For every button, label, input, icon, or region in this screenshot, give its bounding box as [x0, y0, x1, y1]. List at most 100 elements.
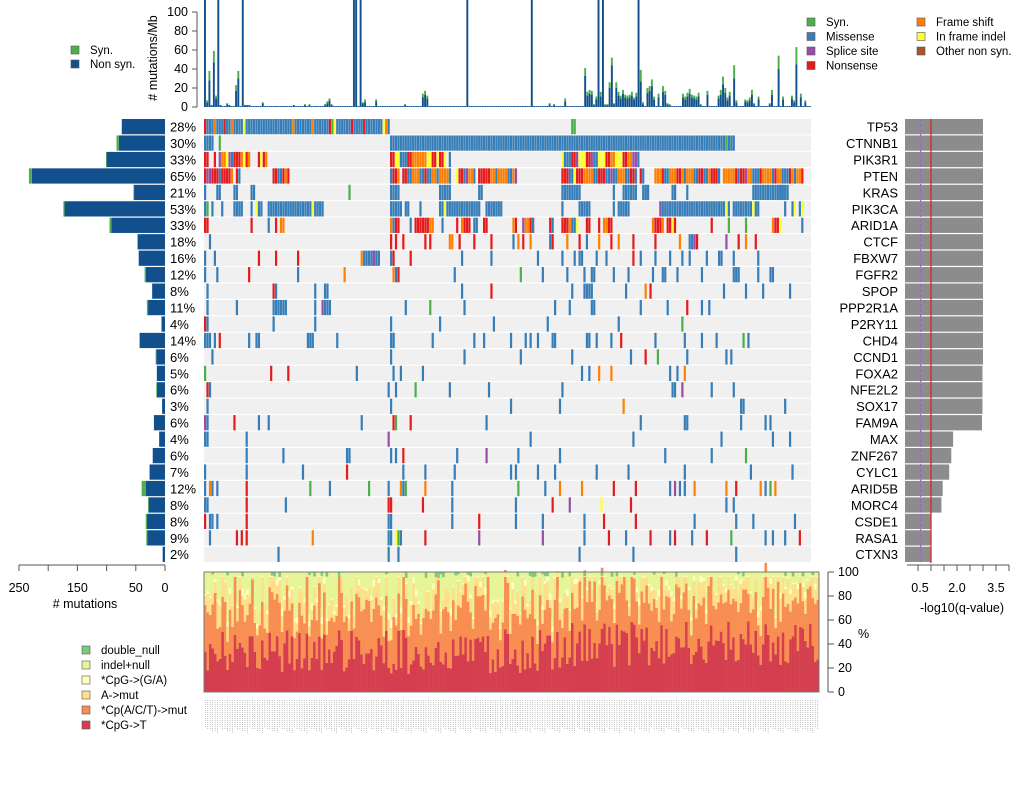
oncoprint-cell — [568, 299, 571, 316]
spectrum-segment — [303, 623, 306, 659]
spectrum-segment — [429, 610, 433, 619]
spectrum-segment — [665, 585, 668, 596]
spectrum-segment — [253, 623, 257, 652]
burden-bar-nonsyn — [710, 106, 713, 107]
oncoprint-cell — [407, 151, 410, 168]
mutation-burden-y-label: # mutations/Mb — [146, 15, 160, 101]
oncoprint-cell — [492, 316, 496, 332]
oncoprint-cell — [380, 119, 383, 135]
spectrum-segment — [521, 576, 525, 597]
oncoprint-cell — [208, 168, 212, 184]
oncoprint-cell — [470, 201, 473, 217]
burden-bar-nonsyn — [244, 105, 246, 107]
spectrum-segment — [657, 589, 661, 597]
oncoprint-cell — [399, 365, 403, 381]
oncoprint-cell — [426, 135, 429, 151]
burden-bar-syn — [215, 95, 218, 99]
spectrum-segment — [476, 572, 480, 577]
spectrum-segment — [665, 579, 668, 586]
burden-bar-nonsyn — [501, 106, 504, 107]
spectrum-segment — [645, 585, 649, 628]
oncoprint-cell — [588, 365, 591, 381]
spectrum-segment — [575, 572, 579, 579]
oncoprint-cell — [642, 135, 645, 151]
spectrum-segment — [501, 601, 505, 623]
gene-percentage: 18% — [170, 235, 196, 250]
oncoprint-cell — [666, 135, 669, 151]
spectrum-segment — [521, 596, 525, 641]
gene-label: FGFR2 — [855, 268, 898, 283]
oncoprint-cell — [710, 201, 713, 217]
oncoprint-cell — [204, 201, 207, 217]
spectrum-segment — [608, 584, 611, 587]
burden-bar-syn — [648, 86, 651, 91]
burden-bar-nonsyn — [537, 106, 540, 107]
oncoprint-cell — [216, 168, 219, 184]
spectrum-segment — [469, 589, 473, 595]
oncoprint-cell — [769, 415, 772, 431]
spectrum-segment — [385, 576, 388, 596]
oncoprint-cell — [387, 497, 390, 513]
burden-bar-syn — [662, 86, 664, 92]
spectrum-segment — [506, 575, 510, 577]
burden-bar-nonsyn — [695, 99, 698, 107]
oncoprint-cell — [483, 217, 486, 233]
burden-bar-nonsyn — [232, 106, 235, 107]
oncoprint-cell — [377, 250, 380, 266]
spectrum-segment — [732, 588, 735, 599]
oncoprint-cell — [551, 332, 554, 349]
oncoprint-cell — [563, 184, 566, 201]
spectrum-segment — [412, 660, 415, 692]
burden-bar-nonsyn — [461, 106, 464, 107]
gene-count-bar-syn — [116, 135, 119, 151]
gene-count-bar-nonsyn — [118, 135, 165, 151]
spectrum-segment — [734, 572, 738, 576]
spectrum-segment — [310, 603, 314, 610]
spectrum-segment — [652, 598, 656, 651]
spectrum-segment — [796, 603, 800, 652]
burden-bar-syn — [642, 102, 644, 105]
spectrum-segment — [633, 624, 636, 692]
burden-bar-syn — [622, 89, 624, 94]
oncoprint-cell — [786, 184, 789, 201]
oncoprint-cell — [206, 382, 209, 398]
gene-label: PIK3CA — [852, 202, 899, 217]
q-value-bar — [905, 119, 983, 135]
oncoprint-cell — [673, 530, 677, 546]
oncoprint-cell — [698, 201, 701, 217]
spectrum-segment — [811, 598, 815, 647]
spectrum-segment — [518, 614, 522, 625]
gene-percentage: 6% — [170, 449, 189, 464]
x-tick-label: 3.5 — [987, 581, 1004, 595]
oncoprint-cell — [311, 119, 314, 135]
spectrum-segment — [623, 572, 626, 576]
oncoprint-cell — [243, 119, 246, 135]
burden-bar-nonsyn — [555, 106, 558, 107]
spectrum-segment — [704, 662, 708, 692]
spectrum-segment — [685, 572, 688, 576]
oncoprint-cell — [784, 530, 787, 546]
oncoprint-cell — [583, 151, 586, 168]
spectrum-segment — [605, 590, 609, 592]
burden-bar-syn — [768, 103, 771, 105]
oncoprint-cell — [595, 168, 598, 184]
spectrum-segment — [409, 664, 413, 692]
gene-count-bar-syn — [155, 349, 157, 365]
oncoprint-cell — [686, 135, 689, 151]
spectrum-segment — [474, 585, 477, 639]
burden-bar-syn — [750, 89, 753, 95]
oncoprint-cell — [206, 283, 209, 299]
oncoprint-cell — [429, 217, 432, 233]
oncoprint-cell — [522, 217, 525, 233]
spectrum-segment — [747, 575, 750, 577]
spectrum-segment — [665, 628, 668, 692]
burden-bar-syn — [735, 100, 738, 103]
burden-bar-syn — [695, 96, 698, 100]
spectrum-segment — [558, 598, 562, 603]
spectrum-segment — [575, 583, 579, 608]
spectrum-segment — [680, 608, 683, 648]
oncoprint-cell — [610, 135, 613, 151]
oncoprint-cell — [270, 365, 273, 381]
spectrum-segment — [769, 584, 773, 609]
burden-bar-nonsyn — [679, 106, 682, 107]
